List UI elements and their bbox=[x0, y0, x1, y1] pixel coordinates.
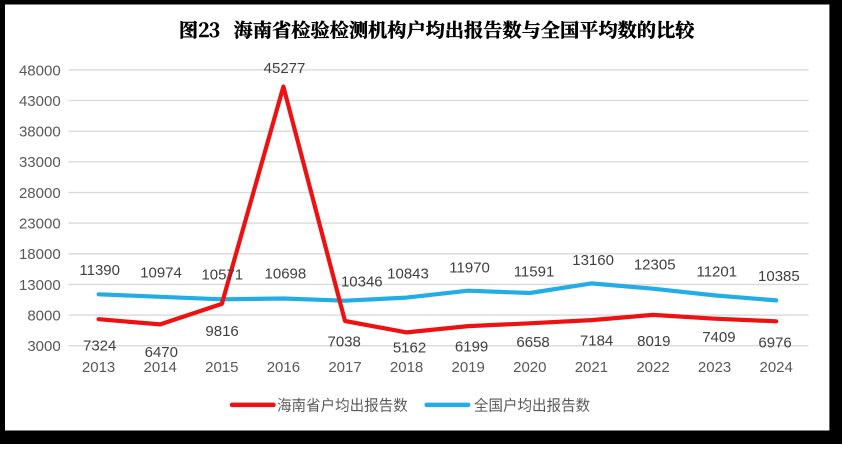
svg-text:2016: 2016 bbox=[267, 359, 300, 376]
svg-text:2018: 2018 bbox=[390, 359, 423, 376]
svg-text:13000: 13000 bbox=[19, 277, 61, 294]
svg-text:7184: 7184 bbox=[580, 333, 613, 350]
svg-text:28000: 28000 bbox=[19, 185, 61, 202]
svg-text:7409: 7409 bbox=[702, 329, 735, 346]
svg-text:3000: 3000 bbox=[27, 338, 60, 355]
svg-text:11201: 11201 bbox=[696, 263, 737, 280]
svg-text:10385: 10385 bbox=[758, 268, 800, 285]
svg-text:2024: 2024 bbox=[760, 359, 793, 376]
svg-text:43000: 43000 bbox=[19, 93, 61, 110]
svg-text:12305: 12305 bbox=[634, 256, 676, 273]
svg-text:10571: 10571 bbox=[201, 267, 243, 284]
svg-text:2017: 2017 bbox=[328, 359, 361, 376]
svg-text:2022: 2022 bbox=[636, 359, 669, 376]
svg-text:9816: 9816 bbox=[205, 323, 238, 340]
svg-text:13160: 13160 bbox=[572, 252, 614, 269]
svg-text:6199: 6199 bbox=[455, 339, 488, 356]
svg-text:2019: 2019 bbox=[452, 359, 485, 376]
svg-text:10698: 10698 bbox=[265, 266, 307, 283]
svg-text:8019: 8019 bbox=[637, 333, 670, 350]
svg-text:2013: 2013 bbox=[82, 359, 115, 376]
svg-text:7324: 7324 bbox=[83, 338, 116, 355]
svg-text:11591: 11591 bbox=[514, 263, 555, 280]
svg-text:5162: 5162 bbox=[393, 339, 426, 356]
svg-text:8000: 8000 bbox=[27, 308, 60, 325]
svg-text:6976: 6976 bbox=[758, 335, 791, 352]
svg-text:48000: 48000 bbox=[19, 62, 61, 79]
svg-text:38000: 38000 bbox=[19, 124, 61, 141]
svg-text:2023: 2023 bbox=[698, 359, 731, 376]
svg-text:10974: 10974 bbox=[140, 265, 182, 282]
svg-text:2020: 2020 bbox=[513, 359, 546, 376]
svg-text:2015: 2015 bbox=[205, 359, 238, 376]
svg-text:23000: 23000 bbox=[19, 216, 61, 233]
svg-text:7038: 7038 bbox=[328, 333, 361, 350]
svg-text:2014: 2014 bbox=[144, 359, 177, 376]
svg-text:10346: 10346 bbox=[341, 273, 383, 290]
svg-text:2021: 2021 bbox=[575, 359, 608, 376]
svg-text:18000: 18000 bbox=[19, 246, 61, 263]
svg-text:6470: 6470 bbox=[145, 344, 178, 361]
svg-text:11970: 11970 bbox=[449, 260, 490, 277]
svg-text:45277: 45277 bbox=[264, 60, 306, 77]
svg-text:11390: 11390 bbox=[79, 262, 120, 279]
svg-text:33000: 33000 bbox=[19, 154, 61, 171]
svg-text:6658: 6658 bbox=[516, 334, 549, 351]
svg-text:10843: 10843 bbox=[387, 266, 429, 283]
